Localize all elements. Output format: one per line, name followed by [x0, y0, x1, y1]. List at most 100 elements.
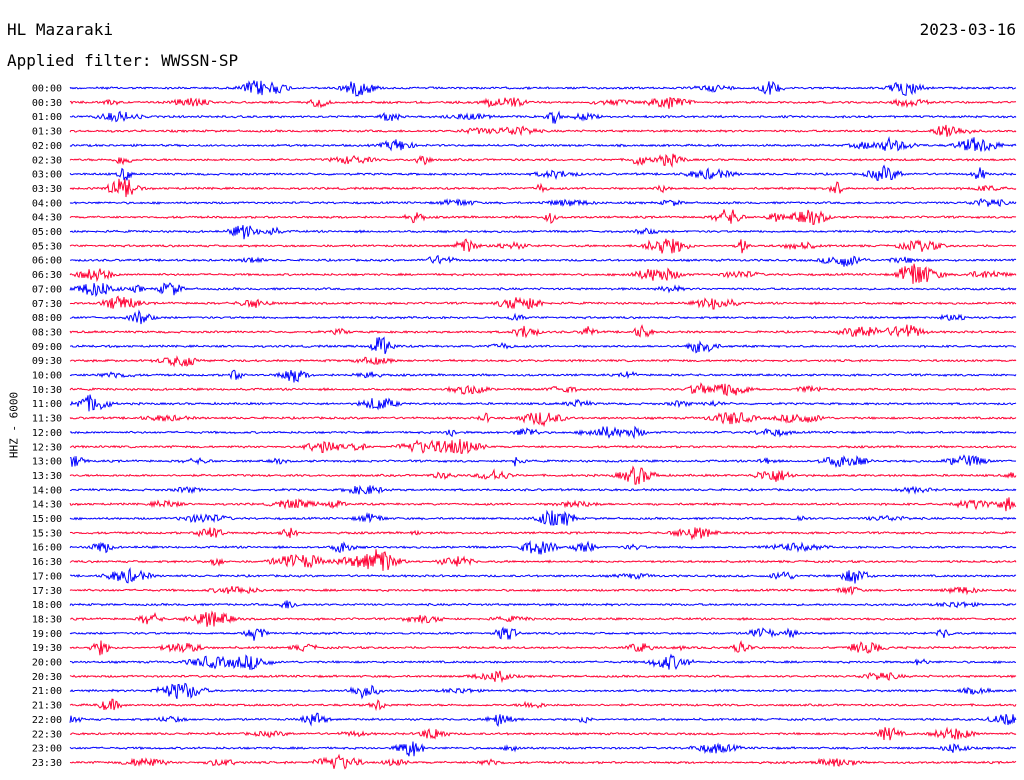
- seismic-trace-row: [69, 682, 1017, 700]
- seismic-trace-row: [69, 640, 1017, 656]
- seismic-trace-row: [69, 309, 1017, 325]
- seismic-trace-row: [69, 209, 1017, 225]
- time-tick-label: 00:30: [32, 98, 62, 109]
- time-tick-labels: 00:00 00:30 01:00 01:30 02:00 02:30 03:00 03:30…: [32, 84, 62, 769]
- time-tick-label: 11:00: [32, 399, 62, 410]
- time-tick-label: 01:00: [32, 112, 62, 123]
- seismic-trace-row: [69, 153, 1017, 168]
- time-tick-label: 08:00: [32, 313, 62, 324]
- time-tick-label: 08:30: [32, 327, 62, 338]
- time-tick-label: 17:30: [32, 586, 62, 597]
- seismic-trace-row: [69, 282, 1017, 298]
- time-tick-label: 12:30: [32, 442, 62, 453]
- time-tick-label: 20:30: [32, 672, 62, 683]
- seismic-trace-row: [69, 626, 1017, 641]
- seismic-trace-row: [69, 670, 1017, 684]
- seismic-trace-row: [69, 497, 1017, 512]
- time-tick-label: 14:00: [32, 485, 62, 496]
- seismic-trace-row: [69, 254, 1017, 267]
- time-tick-label: 18:00: [32, 600, 62, 611]
- seismic-trace-row: [69, 465, 1017, 485]
- seismic-trace-row: [69, 225, 1017, 240]
- time-tick-label: 02:00: [32, 141, 62, 152]
- seismic-trace-row: [69, 610, 1017, 627]
- seismic-trace-row: [69, 484, 1017, 495]
- seismic-trace-row: [69, 110, 1017, 124]
- seismic-trace-row: [69, 80, 1017, 97]
- record-date: 2023-03-16: [919, 20, 1016, 39]
- time-tick-label: 05:30: [32, 241, 62, 252]
- time-tick-label: 22:00: [32, 715, 62, 726]
- seismic-trace-row: [69, 549, 1017, 571]
- seismic-trace-row: [69, 600, 1017, 609]
- seismic-trace-row: [69, 238, 1017, 254]
- seismic-trace-row: [69, 394, 1017, 412]
- time-tick-label: 16:00: [32, 543, 62, 554]
- seismic-trace-row: [69, 741, 1017, 757]
- time-tick-label: 10:30: [32, 385, 62, 396]
- time-tick-label: 19:00: [32, 629, 62, 640]
- time-tick-label: 09:00: [32, 342, 62, 353]
- time-tick-label: 12:00: [32, 428, 62, 439]
- seismic-trace-row: [69, 567, 1017, 584]
- time-tick-label: 21:00: [32, 686, 62, 697]
- time-tick-label: 19:30: [32, 643, 62, 654]
- seismic-trace-row: [69, 369, 1017, 383]
- seismic-trace-row: [69, 382, 1017, 397]
- seismic-trace-row: [69, 653, 1017, 671]
- time-tick-label: 00:00: [32, 84, 62, 95]
- time-tick-label: 13:30: [32, 471, 62, 482]
- seismic-traces: [69, 80, 1017, 770]
- seismic-trace-row: [69, 96, 1017, 109]
- time-tick-label: 14:30: [32, 500, 62, 511]
- seismic-trace-row: [69, 753, 1017, 770]
- time-tick-label: 11:30: [32, 414, 62, 425]
- time-tick-label: 23:30: [32, 758, 62, 769]
- time-tick-label: 03:00: [32, 170, 62, 181]
- time-tick-label: 04:30: [32, 213, 62, 224]
- seismic-trace-row: [69, 336, 1017, 355]
- seismic-trace-row: [69, 295, 1017, 310]
- time-tick-label: 06:30: [32, 270, 62, 281]
- time-tick-label: 15:30: [32, 528, 62, 539]
- seismic-trace-row: [69, 197, 1017, 207]
- time-tick-label: 07:00: [32, 284, 62, 295]
- time-tick-label: 09:30: [32, 356, 62, 367]
- time-tick-label: 13:00: [32, 457, 62, 468]
- time-tick-label: 17:00: [32, 571, 62, 582]
- seismic-trace-row: [69, 178, 1017, 198]
- time-tick-label: 15:00: [32, 514, 62, 525]
- time-tick-label: 20:00: [32, 658, 62, 669]
- seismic-trace-row: [69, 425, 1017, 440]
- filter-label: Applied filter: WWSSN-SP: [7, 51, 239, 70]
- time-tick-label: 02:30: [32, 155, 62, 166]
- seismic-trace-row: [69, 355, 1017, 368]
- time-tick-label: 04:00: [32, 198, 62, 209]
- seismic-trace-row: [69, 438, 1017, 455]
- time-tick-label: 21:30: [32, 701, 62, 712]
- time-tick-label: 01:30: [32, 127, 62, 138]
- time-tick-label: 16:30: [32, 557, 62, 568]
- time-tick-label: 18:30: [32, 614, 62, 625]
- seismic-trace-row: [69, 136, 1017, 152]
- seismic-trace-row: [69, 509, 1017, 526]
- time-tick-label: 23:00: [32, 744, 62, 755]
- seismic-trace-row: [69, 698, 1017, 712]
- seismic-trace-row: [69, 586, 1017, 596]
- seismic-trace-row: [69, 164, 1017, 182]
- seismic-trace-row: [69, 540, 1017, 555]
- time-tick-label: 22:30: [32, 729, 62, 740]
- seismic-trace-row: [69, 324, 1017, 339]
- time-tick-label: 10:00: [32, 371, 62, 382]
- time-tick-label: 06:00: [32, 256, 62, 267]
- station-title: HL Mazaraki: [7, 20, 113, 39]
- time-tick-label: 05:00: [32, 227, 62, 238]
- time-tick-label: 07:30: [32, 299, 62, 310]
- time-tick-label: 03:30: [32, 184, 62, 195]
- seismic-trace-row: [69, 726, 1017, 741]
- seismic-trace-row: [69, 454, 1017, 469]
- seismic-trace-row: [69, 263, 1017, 284]
- seismic-trace-row: [69, 712, 1017, 728]
- seismic-trace-row: [69, 411, 1017, 428]
